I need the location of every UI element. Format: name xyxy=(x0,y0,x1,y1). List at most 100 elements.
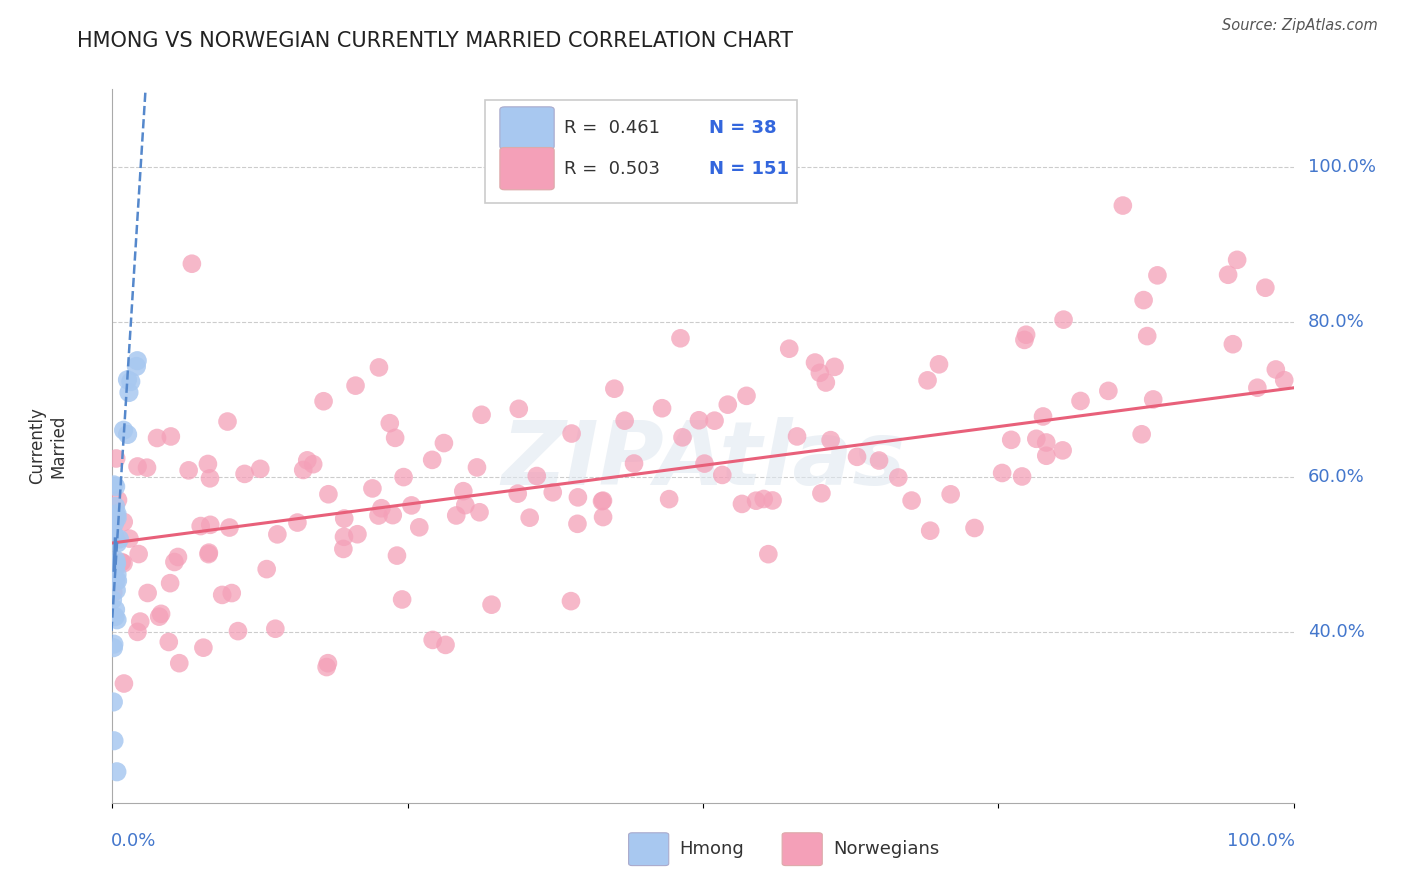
Point xyxy=(287,516,309,530)
Point xyxy=(108,532,131,546)
Point xyxy=(127,459,149,474)
Point xyxy=(150,607,173,621)
Point xyxy=(824,359,846,374)
Point xyxy=(233,467,256,481)
Point xyxy=(693,457,716,471)
Point xyxy=(1132,293,1154,307)
Point xyxy=(256,562,278,576)
Point xyxy=(623,457,645,471)
Point xyxy=(103,585,125,599)
Point xyxy=(900,493,922,508)
Point xyxy=(105,557,128,571)
Text: HMONG VS NORWEGIAN CURRENTLY MARRIED CORRELATION CHART: HMONG VS NORWEGIAN CURRENTLY MARRIED COR… xyxy=(77,31,793,51)
Point xyxy=(385,549,408,563)
Point xyxy=(104,561,127,575)
Point xyxy=(104,509,127,524)
Point xyxy=(560,594,582,608)
Point xyxy=(591,494,613,508)
Point xyxy=(105,583,128,598)
Point xyxy=(332,541,354,556)
FancyBboxPatch shape xyxy=(628,833,669,865)
Point xyxy=(120,375,142,389)
Point xyxy=(1146,268,1168,283)
Point xyxy=(103,528,125,542)
Text: Hmong: Hmong xyxy=(679,840,744,858)
Point xyxy=(671,430,693,444)
Point xyxy=(127,353,149,368)
Point xyxy=(333,530,356,544)
Point xyxy=(112,515,135,529)
Point xyxy=(928,357,950,371)
Text: Source: ZipAtlas.com: Source: ZipAtlas.com xyxy=(1222,18,1378,33)
Point xyxy=(1025,432,1047,446)
Point xyxy=(129,615,152,629)
Point xyxy=(752,491,775,506)
Point xyxy=(104,500,127,514)
Point xyxy=(1000,433,1022,447)
Point xyxy=(193,640,215,655)
Point xyxy=(1015,327,1038,342)
Point xyxy=(104,479,127,493)
Point xyxy=(316,656,339,670)
Point xyxy=(454,498,477,512)
Point xyxy=(422,632,444,647)
Point xyxy=(567,491,589,505)
Point xyxy=(104,508,127,522)
Point xyxy=(711,467,734,482)
Point xyxy=(107,536,129,550)
Point xyxy=(384,431,406,445)
Point xyxy=(112,423,135,437)
Point xyxy=(804,355,827,369)
Point xyxy=(105,613,128,627)
Text: 100.0%: 100.0% xyxy=(1226,831,1295,849)
Point xyxy=(157,635,180,649)
FancyBboxPatch shape xyxy=(485,100,797,203)
Point xyxy=(820,433,842,447)
Point xyxy=(1254,281,1277,295)
Point xyxy=(1014,333,1036,347)
Point xyxy=(717,398,740,412)
Point xyxy=(603,382,626,396)
Point xyxy=(221,586,243,600)
FancyBboxPatch shape xyxy=(501,107,554,149)
Point xyxy=(1216,268,1239,282)
Point xyxy=(333,511,356,525)
Point xyxy=(297,453,319,467)
Point xyxy=(468,505,491,519)
Point xyxy=(808,366,831,380)
Point xyxy=(1264,362,1286,376)
Point xyxy=(1052,312,1074,326)
Point xyxy=(107,574,129,588)
Point xyxy=(318,487,340,501)
Point xyxy=(198,546,221,560)
Point xyxy=(148,609,170,624)
Point xyxy=(453,484,475,499)
Point xyxy=(408,520,430,534)
Point xyxy=(1035,449,1057,463)
Point xyxy=(159,576,181,591)
Text: R =  0.461: R = 0.461 xyxy=(564,120,659,137)
Point xyxy=(312,394,335,409)
Point xyxy=(105,557,128,571)
Point xyxy=(1226,252,1249,267)
Text: N = 38: N = 38 xyxy=(709,120,776,137)
Point xyxy=(756,547,779,561)
Point xyxy=(868,453,890,467)
Point xyxy=(786,429,808,443)
Point xyxy=(1070,394,1092,409)
FancyBboxPatch shape xyxy=(782,833,823,865)
Point xyxy=(211,588,233,602)
Point xyxy=(197,547,219,561)
Text: 100.0%: 100.0% xyxy=(1308,158,1375,176)
Point xyxy=(526,469,548,483)
Point xyxy=(128,547,150,561)
Point xyxy=(1246,381,1268,395)
Point xyxy=(104,508,127,523)
Point xyxy=(401,499,423,513)
Point xyxy=(218,520,240,534)
Point xyxy=(735,389,758,403)
Point xyxy=(146,431,169,445)
FancyBboxPatch shape xyxy=(501,147,554,190)
Text: 80.0%: 80.0% xyxy=(1308,313,1364,331)
Point xyxy=(1052,443,1074,458)
